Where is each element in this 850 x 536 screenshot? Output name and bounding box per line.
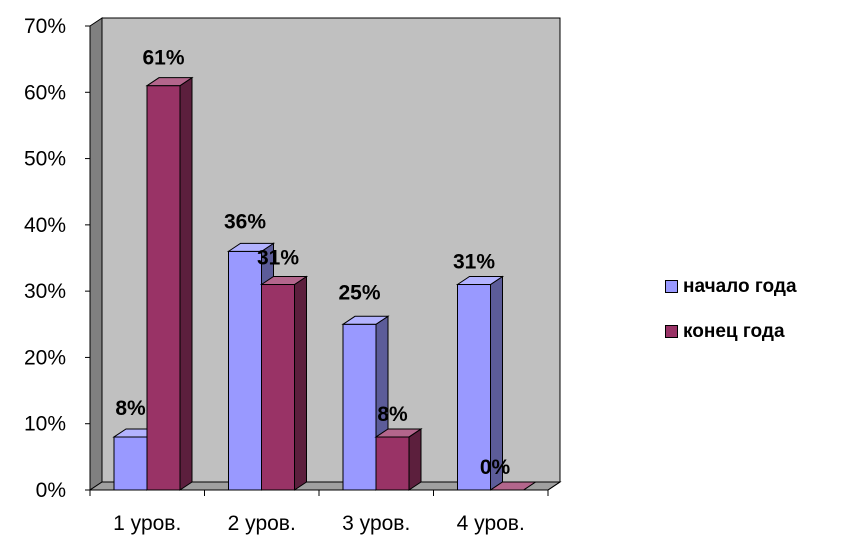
legend-label-start: начало года	[683, 275, 797, 297]
x-tick-label: 4 уров.	[457, 512, 525, 535]
y-tick-label: 20%	[24, 346, 66, 369]
bar-side	[408, 428, 422, 491]
bar	[374, 428, 423, 491]
y-axis: 0% 10% 20% 30% 40% 50% 60% 70%	[24, 15, 91, 502]
y-tick-label: 40%	[24, 214, 66, 237]
bar-side	[179, 76, 193, 491]
y-tick-label: 0%	[36, 479, 66, 502]
x-tick-label: 3 уров.	[342, 512, 410, 535]
bar-top	[374, 428, 423, 438]
data-label: 8%	[377, 403, 408, 426]
y-tick-label: 60%	[24, 81, 66, 104]
data-label: 31%	[453, 251, 495, 274]
legend-item-end-of-year: конец года	[665, 309, 797, 354]
side-wall	[89, 17, 103, 491]
x-tick-label: 2 уров.	[228, 512, 296, 535]
bar	[488, 481, 538, 491]
y-tick-label: 70%	[24, 15, 66, 38]
legend-swatch-end	[665, 325, 678, 338]
legend-label-end: конец года	[683, 320, 785, 342]
bar-front	[261, 284, 295, 491]
x-tick-label: 1 уров.	[113, 512, 181, 535]
data-label: 8%	[115, 397, 146, 420]
bar-front	[146, 85, 181, 491]
bar-front	[113, 436, 148, 491]
bar-side	[294, 275, 307, 491]
data-label: 31%	[257, 247, 299, 270]
data-labels: 8% 61% 36% 31% 25% 8% 31% 0%	[115, 47, 510, 479]
bars	[112, 76, 538, 491]
bar	[455, 275, 505, 491]
bar-front	[342, 323, 377, 491]
y-tick-label: 50%	[24, 148, 66, 171]
y-tick-label: 10%	[24, 413, 66, 436]
bar-top	[259, 276, 309, 286]
bar-front	[375, 436, 410, 491]
bar	[145, 76, 194, 491]
bar-top	[145, 77, 194, 87]
data-label: 0%	[480, 456, 511, 479]
data-label: 61%	[142, 47, 184, 70]
bar-top	[455, 276, 505, 286]
bar	[259, 275, 309, 491]
bar-front	[457, 284, 491, 491]
y-tick-label: 30%	[24, 280, 66, 303]
bar-front	[228, 250, 262, 491]
bar-top	[488, 481, 538, 491]
bar-top	[341, 315, 390, 325]
data-label: 36%	[224, 210, 266, 233]
legend-item-start-of-year: начало года	[665, 264, 797, 309]
data-label: 25%	[338, 281, 380, 304]
x-axis-depth	[547, 481, 561, 491]
legend-swatch-start	[665, 280, 678, 293]
legend: начало года конец года	[665, 264, 797, 354]
bar-top	[226, 242, 276, 252]
